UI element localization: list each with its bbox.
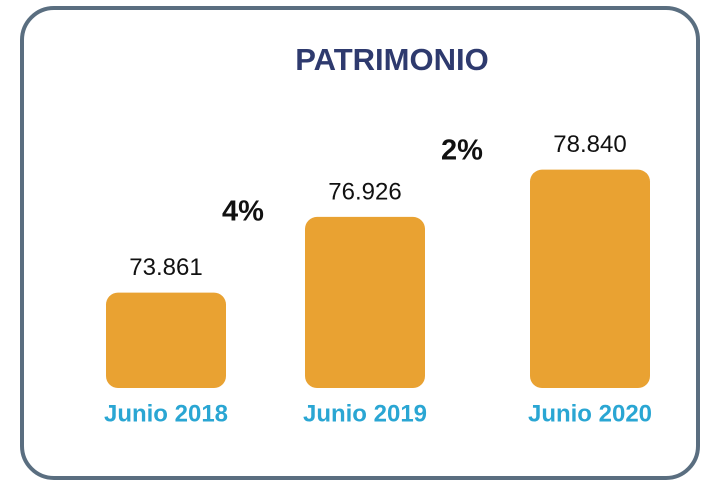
value-label: 78.840 (553, 131, 626, 158)
value-label: 73.861 (129, 254, 202, 281)
x-tick-label: Junio 2020 (528, 400, 652, 427)
bar (106, 292, 226, 388)
value-label: 76.926 (328, 178, 401, 205)
growth-annotation: 4% (222, 196, 264, 228)
x-tick-label: Junio 2019 (303, 400, 427, 427)
x-tick-label: Junio 2018 (104, 400, 228, 427)
bar (305, 216, 425, 388)
chart-title: PATRIMONIO (295, 42, 488, 77)
bar (530, 169, 650, 388)
growth-annotation: 2% (441, 135, 483, 167)
